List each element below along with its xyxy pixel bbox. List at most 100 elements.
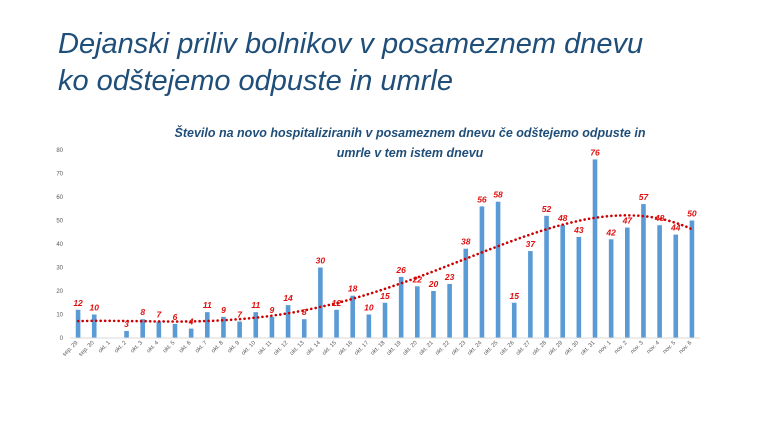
y-tick-label: 50 [56, 219, 63, 225]
bar [625, 227, 630, 338]
x-tick-label: okt. 13 [289, 340, 306, 357]
bar [301, 319, 307, 338]
bar [237, 321, 242, 338]
data-label: 3 [124, 319, 129, 329]
slide-title-line2: ko odštejemo odpuste in umrle [58, 65, 453, 97]
data-label: 37 [526, 239, 537, 249]
data-label: 20 [428, 279, 439, 289]
bar [269, 316, 275, 338]
bar [172, 323, 178, 338]
y-tick-label: 30 [56, 266, 63, 272]
x-tick-label: okt. 5 [162, 340, 176, 354]
x-tick-label: nov. 1 [597, 340, 612, 355]
data-label: 10 [364, 303, 374, 313]
data-label: 7 [237, 310, 243, 320]
x-tick-label: okt. 6 [178, 340, 192, 354]
x-tick-label: okt. 3 [130, 340, 144, 354]
bar [140, 319, 145, 338]
x-tick-label: okt. 23 [451, 340, 468, 357]
data-label: 15 [509, 291, 519, 301]
data-label: 9 [221, 305, 226, 315]
x-tick-label: okt. 24 [467, 340, 484, 357]
y-axis: 0 10 20 30 40 50 60 70 80 [56, 148, 63, 342]
x-tick-label: okt. 29 [548, 340, 565, 357]
data-label: 57 [639, 192, 650, 202]
x-tick-label: nov. 6 [678, 340, 693, 355]
x-tick-label: okt. 27 [515, 340, 532, 357]
x-tick-label: okt. 16 [338, 340, 355, 357]
x-tick-label: okt. 11 [257, 340, 273, 356]
bar [221, 316, 226, 338]
x-tick-label: sep. 30 [78, 340, 96, 358]
data-label: 8 [302, 307, 307, 317]
data-label: 12 [332, 298, 342, 308]
data-label: 44 [670, 223, 681, 233]
bar [479, 206, 485, 338]
chart-title-line2: umrle v tem istem dnevu [336, 146, 484, 160]
bar [673, 234, 679, 338]
x-tick-label: nov. 2 [614, 340, 629, 355]
bar [156, 321, 162, 338]
bar-series [75, 159, 695, 338]
y-tick-label: 60 [56, 195, 63, 201]
data-label: 14 [283, 293, 293, 303]
x-tick-label: nov. 3 [630, 340, 645, 355]
x-tick-label: okt. 10 [241, 340, 258, 357]
bar [334, 309, 339, 338]
data-label: 43 [573, 225, 584, 235]
data-label: 9 [270, 305, 275, 315]
data-label: 47 [622, 216, 634, 226]
x-tick-label: okt. 31 [580, 340, 597, 357]
slide-title-line1: Dejanski priliv bolnikov v posameznem dn… [58, 28, 644, 60]
data-label: 56 [477, 194, 487, 204]
bar [124, 330, 129, 338]
bar [608, 239, 614, 338]
x-tick-label: okt. 18 [370, 340, 387, 357]
bar [495, 201, 501, 338]
x-tick-label: nov. 4 [646, 340, 662, 356]
chart-title-line1: Število na novo hospitaliziranih v posam… [174, 126, 646, 140]
bar [205, 312, 210, 338]
trendline-path [76, 214, 694, 323]
bar [75, 309, 81, 338]
x-tick-label: okt. 15 [321, 340, 338, 357]
bar [285, 305, 291, 338]
bar [641, 204, 646, 338]
x-tick-label: okt. 17 [354, 340, 371, 357]
x-tick-label: okt. 26 [499, 340, 516, 357]
data-label: 38 [461, 237, 471, 247]
chart-title: Število na novo hospitaliziranih v posam… [120, 123, 700, 163]
data-label: 15 [380, 291, 390, 301]
data-label: 10 [89, 303, 99, 313]
data-label: 8 [140, 307, 145, 317]
x-tick-label: okt. 25 [483, 340, 500, 357]
bar [318, 267, 323, 338]
x-tick-label: nov. 5 [662, 340, 677, 355]
x-tick-label: okt. 8 [211, 340, 225, 354]
data-label: 48 [654, 213, 665, 223]
bar [576, 236, 582, 338]
bar [382, 302, 388, 338]
data-label: 18 [348, 284, 358, 294]
bar [447, 283, 452, 338]
bar [398, 276, 404, 338]
bar [689, 220, 695, 338]
bar [415, 286, 420, 338]
x-tick-label: okt. 1 [98, 340, 112, 354]
bar [463, 248, 469, 338]
data-label: 23 [444, 272, 455, 282]
x-tick-label: sep. 29 [62, 340, 80, 358]
x-tick-label: okt. 7 [194, 340, 208, 354]
data-label: 76 [590, 147, 600, 157]
y-tick-label: 0 [60, 336, 64, 342]
data-label: 58 [493, 190, 503, 200]
data-label: 6 [173, 312, 178, 322]
bar [431, 291, 436, 338]
data-label: 26 [395, 265, 406, 275]
data-label: 48 [557, 213, 568, 223]
bar [657, 225, 662, 338]
data-label: 50 [687, 209, 697, 219]
x-tick-label: okt. 14 [305, 340, 322, 357]
